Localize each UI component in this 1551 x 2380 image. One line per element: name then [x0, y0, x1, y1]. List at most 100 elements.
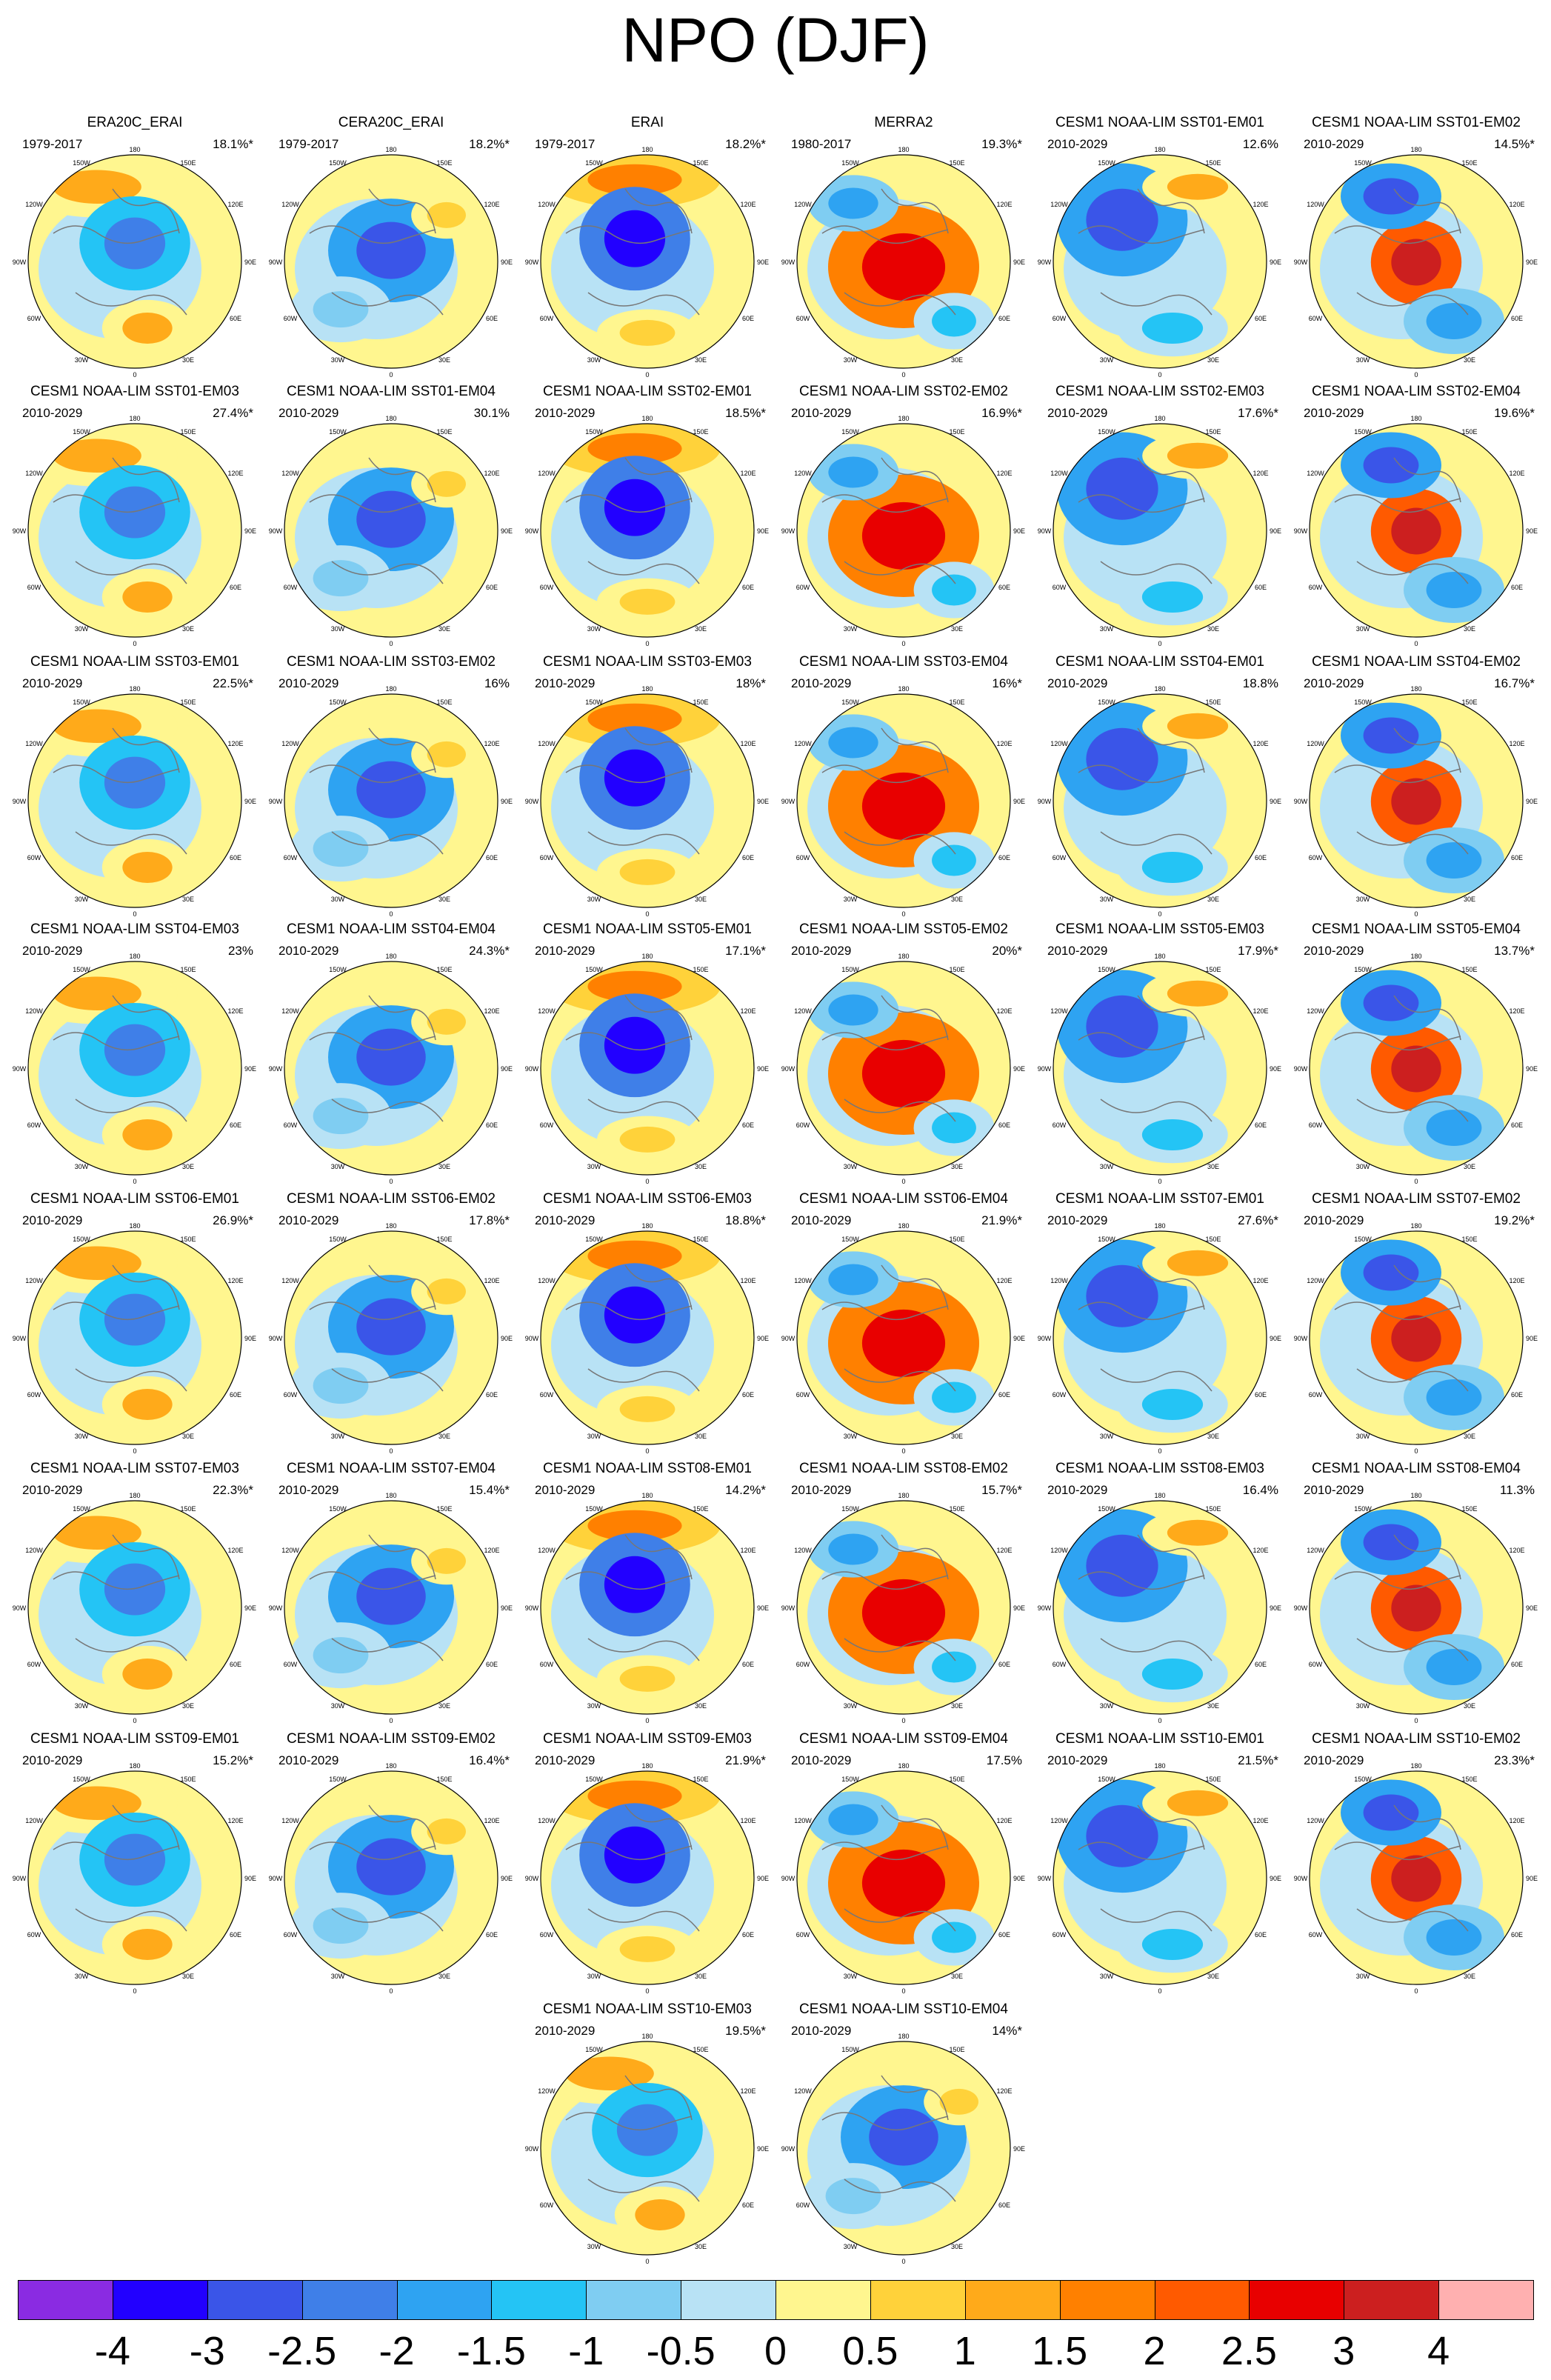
- longitude-label: 120E: [996, 1817, 1012, 1824]
- longitude-label: 30W: [1356, 896, 1370, 903]
- colorbar-tick-label: -0.5: [646, 2329, 716, 2373]
- panel-title: CESM1 NOAA-LIM SST09-EM03: [543, 1731, 752, 1747]
- longitude-label: 60W: [284, 854, 298, 861]
- longitude-label: 120E: [996, 740, 1012, 747]
- contour-core: [122, 313, 173, 344]
- longitude-label: 180: [385, 685, 396, 693]
- longitude-label: 150E: [1205, 1236, 1221, 1243]
- panel-period: 2010-2029: [278, 1753, 339, 1767]
- map-border: [540, 1770, 755, 1985]
- longitude-label: 120E: [484, 470, 499, 477]
- longitude-label: 120E: [1253, 1007, 1268, 1015]
- longitude-label: 90W: [13, 798, 27, 805]
- longitude-label: 90E: [1526, 527, 1538, 535]
- contour-core: [861, 1849, 946, 1917]
- panel-variance-pct: 27.6%*: [1238, 1213, 1278, 1227]
- map-border: [796, 961, 1011, 1176]
- map-border: [796, 154, 1011, 369]
- panel-period: 2010-2029: [1304, 944, 1364, 958]
- map-panel: CESM1 NOAA-LIM SST06-EM01 2010-2029 26.9%*…: [9, 1191, 261, 1458]
- polar-map: 180 150W 150E 120W 120E 90W 90E 60W 60E 30W 30E 0: [1038, 1492, 1281, 1724]
- longitude-label: 0: [389, 1717, 393, 1724]
- contour-core: [356, 221, 426, 279]
- longitude-label: 150E: [1461, 428, 1477, 436]
- panel-variance-pct: 16%*: [992, 676, 1022, 690]
- panel-variance-pct: 16.9%*: [981, 406, 1022, 420]
- longitude-label: 60W: [27, 315, 41, 322]
- panel-period: 2010-2029: [1047, 406, 1108, 420]
- longitude-label: 0: [389, 1447, 393, 1455]
- map-border: [27, 1230, 242, 1445]
- longitude-label: 30E: [1464, 896, 1475, 903]
- longitude-label: 60W: [796, 1661, 810, 1668]
- longitude-label: 150E: [949, 699, 964, 706]
- longitude-label: 30E: [951, 356, 963, 364]
- longitude-label: 150W: [1098, 699, 1115, 706]
- longitude-label: 30E: [182, 625, 194, 633]
- longitude-label: 150W: [585, 699, 603, 706]
- longitude-label: 60W: [284, 1661, 298, 1668]
- longitude-label: 0: [1414, 640, 1418, 647]
- contour-core: [53, 1516, 141, 1550]
- longitude-label: 60W: [540, 1391, 554, 1399]
- contour-core: [1086, 188, 1158, 251]
- map-border: [540, 1230, 755, 1445]
- longitude-label: 30E: [1207, 1433, 1219, 1440]
- contour-core: [313, 560, 369, 597]
- longitude-label: 150W: [73, 699, 90, 706]
- longitude-label: 150E: [1461, 1236, 1477, 1243]
- longitude-label: 150E: [436, 428, 452, 436]
- contour-core: [104, 1024, 166, 1076]
- longitude-label: 60E: [230, 584, 241, 591]
- longitude-label: 150W: [1354, 1776, 1372, 1783]
- contour-core: [1426, 1649, 1482, 1685]
- longitude-label: 90W: [1038, 1065, 1052, 1073]
- colorbar-tick-label: 0: [764, 2329, 787, 2373]
- panel-grid: ERA20C_ERAI 1979-2017 18.1%* 180 150W 150E 120…: [9, 115, 1538, 2265]
- longitude-label: 60E: [230, 854, 241, 861]
- longitude-label: 120E: [740, 1547, 756, 1554]
- panel-variance-pct: 19.3%*: [981, 137, 1022, 151]
- longitude-label: 90E: [1013, 2145, 1025, 2153]
- longitude-label: 120E: [1253, 740, 1268, 747]
- longitude-label: 30E: [951, 1702, 963, 1710]
- longitude-label: 150E: [180, 699, 196, 706]
- longitude-label: 150W: [73, 966, 90, 973]
- longitude-label: 30W: [844, 1702, 858, 1710]
- longitude-label: 180: [385, 1222, 396, 1230]
- map-panel: CESM1 NOAA-LIM SST08-EM03 2010-2029 16.4% 1…: [1034, 1461, 1286, 1727]
- longitude-label: 0: [133, 1447, 136, 1455]
- longitude-label: 90W: [525, 1604, 539, 1612]
- map-border: [796, 1770, 1011, 1985]
- coastline: [1078, 457, 1213, 584]
- map-panel: CESM1 NOAA-LIM SST06-EM04 2010-2029 21.9%*…: [778, 1191, 1030, 1458]
- longitude-label: 30E: [1464, 625, 1475, 633]
- longitude-label: 150W: [585, 966, 603, 973]
- longitude-label: 0: [645, 1987, 649, 1995]
- panel-title: CESM1 NOAA-LIM SST04-EM03: [30, 921, 239, 937]
- longitude-label: 90E: [501, 1065, 513, 1073]
- contour-core: [1426, 1379, 1482, 1416]
- longitude-label: 90E: [1526, 1335, 1538, 1342]
- longitude-label: 90W: [1294, 1335, 1308, 1342]
- longitude-label: 90E: [1270, 259, 1281, 266]
- polar-map: 180 150W 150E 120W 120E 90W 90E 60W 60E 30W 30E 0: [1038, 685, 1281, 918]
- longitude-label: 150E: [180, 1776, 196, 1783]
- longitude-label: 90E: [757, 2145, 769, 2153]
- contour-core: [1426, 1110, 1482, 1146]
- longitude-label: 120W: [25, 1547, 43, 1554]
- coastline: [309, 727, 444, 855]
- contour-core: [122, 1119, 173, 1151]
- longitude-label: 30E: [1207, 896, 1219, 903]
- longitude-label: 120E: [740, 1007, 756, 1015]
- longitude-label: 30E: [1207, 356, 1219, 364]
- longitude-label: 60E: [486, 1931, 498, 1939]
- polar-map: 180 150W 150E 120W 120E 90W 90E 60W 60E 30W 30E 0: [1294, 415, 1538, 647]
- longitude-label: 0: [901, 1717, 905, 1724]
- map-border: [1309, 1770, 1524, 1985]
- longitude-label: 30W: [1356, 1163, 1370, 1170]
- longitude-label: 30E: [438, 1163, 450, 1170]
- panel-period: 2010-2029: [791, 406, 852, 420]
- panel-variance-pct: 18.2%*: [469, 137, 510, 151]
- longitude-label: 180: [1154, 1222, 1165, 1230]
